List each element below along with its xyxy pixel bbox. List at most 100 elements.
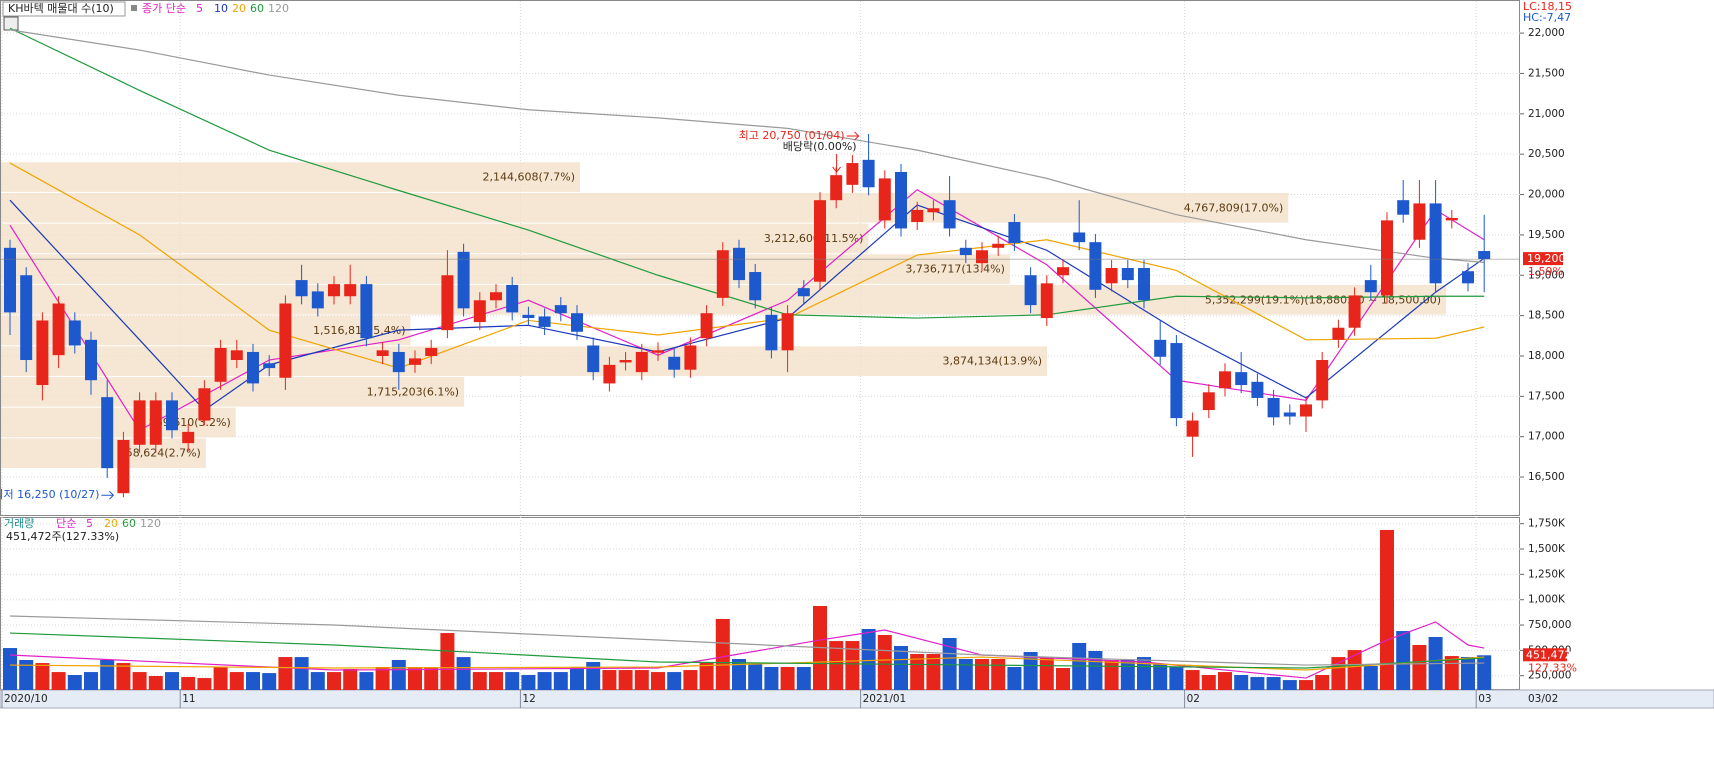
- ma-line: [9, 621, 1485, 679]
- volume-profile-label: 2,144,608(7.7%): [483, 171, 576, 184]
- candle-body: [1348, 295, 1361, 328]
- volume-bar: [1039, 657, 1054, 690]
- candle-body: [409, 358, 421, 365]
- y-tick-label: 20,000: [1528, 189, 1565, 201]
- volume-bar: [489, 672, 503, 690]
- candle-body: [1445, 217, 1458, 221]
- volume-bar: [1201, 675, 1216, 690]
- volume-profile-band: [1, 346, 1048, 376]
- volume-bar: [699, 662, 714, 690]
- volume-bar: [246, 672, 260, 690]
- candle-body: [652, 350, 664, 353]
- candle-body: [20, 275, 33, 361]
- volume-bar: [521, 675, 536, 690]
- volume-bar: [732, 658, 746, 690]
- candle-body: [635, 351, 648, 373]
- volume-bar: [1477, 655, 1492, 690]
- high-arrow: [846, 131, 860, 141]
- y-tick-label: 17,500: [1528, 390, 1565, 402]
- x-tick-label: 03: [1478, 693, 1491, 705]
- volume-bar: [1363, 665, 1378, 690]
- volume-bar: [1169, 666, 1184, 690]
- candle-body: [101, 397, 114, 469]
- volume-bar: [715, 618, 730, 690]
- candle-body: [959, 247, 972, 256]
- candle-body: [1381, 220, 1393, 296]
- volume-profile-band: [1, 162, 581, 192]
- candle-body: [1138, 267, 1150, 301]
- y-tick-label: 18,500: [1528, 310, 1565, 322]
- legend-entry: 20: [232, 2, 246, 15]
- candle-body: [473, 300, 486, 323]
- candle-body: [230, 350, 243, 361]
- ma-line: [9, 615, 1485, 666]
- volume-bar: [1104, 660, 1119, 690]
- y-tick-label: 16,500: [1528, 471, 1565, 483]
- candle-body: [149, 400, 162, 445]
- y-tick-label: 21,000: [1528, 108, 1565, 120]
- candle-body: [52, 303, 65, 356]
- ma-line: [9, 199, 1485, 411]
- ex-dividend-arrow: [832, 153, 841, 173]
- volume-bar: [1461, 657, 1475, 690]
- y-tick-label: 22,000: [1528, 27, 1565, 39]
- volume-bar: [148, 676, 163, 690]
- volume-bar: [310, 672, 325, 690]
- volume-profile-band: [1, 407, 236, 438]
- volume-bar: [505, 672, 520, 690]
- y-tick-label: 17,000: [1528, 431, 1565, 443]
- candle-body: [198, 388, 211, 421]
- volume-bar: [537, 672, 552, 690]
- volume-profile-label: 4,767,809(17.0%): [1184, 201, 1284, 214]
- volume-bar: [391, 660, 406, 690]
- volume-bar: [19, 660, 34, 690]
- candle-body: [927, 208, 940, 213]
- candle-body: [1024, 275, 1037, 306]
- volume-bar: [748, 664, 763, 690]
- candle-body: [344, 284, 357, 297]
- candle-body: [263, 363, 276, 369]
- legend-title: 종가 단순: [142, 2, 186, 15]
- volume-bar: [910, 654, 925, 690]
- y-tick-label: 1,250K: [1528, 568, 1566, 580]
- candle-body: [1364, 280, 1377, 293]
- candle-body: [668, 356, 681, 370]
- volume-bar: [1120, 660, 1135, 690]
- volume-bar: [634, 670, 649, 690]
- candle-body: [878, 178, 891, 221]
- volume-profile-band: [1, 376, 465, 407]
- candle-body: [1332, 327, 1345, 340]
- y-tick-label: 250,000: [1528, 670, 1571, 682]
- high-label: 최고 20,750 (01/04): [739, 129, 845, 142]
- candle-body: [943, 200, 956, 229]
- legend-entry: 5: [86, 517, 93, 530]
- candle-body: [1057, 267, 1069, 276]
- y-tick-label: 20,500: [1528, 148, 1565, 160]
- candle-body: [247, 351, 259, 384]
- x-tick-label: 12: [522, 693, 535, 705]
- candle-body: [976, 250, 988, 264]
- title-box: [2, 1, 126, 17]
- volume-bar: [1023, 651, 1038, 690]
- candle-body: [85, 339, 97, 381]
- volume-bar: [1380, 529, 1394, 690]
- candle-body: [1202, 392, 1215, 411]
- volume-bar: [796, 666, 811, 690]
- candle-body: [571, 313, 583, 332]
- volume-bar: [1331, 657, 1346, 690]
- ma-line: [9, 29, 1485, 263]
- legend-entry: 60: [250, 2, 264, 15]
- candle-body: [328, 284, 340, 297]
- volume-bar: [440, 633, 455, 690]
- candle-body: [911, 209, 924, 222]
- legend: 5 20 60 120: [86, 517, 161, 530]
- volume-bar: [35, 663, 50, 690]
- low-label: 최저 16,250 (10/27): [0, 488, 99, 501]
- volume-bar: [926, 654, 941, 690]
- legend-entry: 60: [122, 517, 136, 530]
- candle-body: [1413, 203, 1426, 240]
- volume-bar: [894, 646, 908, 690]
- y-tick-label: 21,500: [1528, 67, 1565, 79]
- candle-body: [279, 303, 292, 378]
- candle-body: [182, 431, 195, 444]
